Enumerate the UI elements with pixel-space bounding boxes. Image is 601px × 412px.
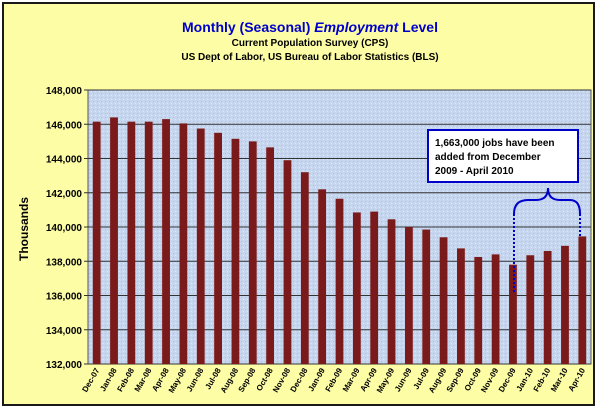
annotation: 1,663,000 jobs have been added from Dece… — [427, 129, 581, 294]
y-axis-ticks: 132,000 134,000 136,000 138,000 140,000 142,0… — [46, 86, 88, 371]
bar — [144, 121, 153, 365]
x-axis-ticks: Dec-07Jan-08Feb-08Mar-08Apr-08May-08Jun-… — [80, 366, 587, 394]
bar — [179, 123, 188, 364]
chart-title-suffix: Level — [398, 19, 438, 35]
bar — [561, 245, 569, 364]
x-tick-label: Jun-09 — [393, 366, 414, 393]
bars — [92, 117, 587, 365]
y-tick-label: 134,000 — [46, 326, 83, 337]
chart-frame: Monthly (Seasonal) Employment Level Curr… — [2, 2, 595, 406]
y-tick-label: 138,000 — [46, 257, 83, 268]
annotation-brace — [513, 187, 581, 215]
bar — [387, 219, 396, 364]
x-tick-label: May-08 — [167, 366, 189, 394]
chart-subtitle-1: Current Population Survey (CPS) — [232, 38, 389, 49]
bar — [543, 250, 552, 364]
bar — [370, 211, 379, 364]
y-tick-label: 148,000 — [46, 86, 83, 97]
bar — [231, 138, 240, 364]
chart-title-prefix: Monthly (Seasonal) — [182, 19, 314, 35]
bar — [248, 141, 257, 364]
bar — [439, 237, 448, 364]
bar — [457, 248, 465, 364]
bar — [352, 212, 361, 364]
bar — [300, 172, 309, 364]
y-tick-label: 140,000 — [46, 223, 83, 234]
y-axis-label: Thousands — [17, 197, 31, 261]
bar — [422, 229, 431, 364]
chart-subtitle-2: US Dept of Labor, US Bureau of Labor Sta… — [181, 52, 438, 63]
annotation-line-2: added from December — [435, 152, 541, 163]
bar — [318, 189, 327, 364]
chart-title-emphasis: Employment — [314, 19, 399, 35]
bar — [474, 256, 483, 364]
annotation-box — [427, 129, 579, 183]
chart-title: Monthly (Seasonal) Employment Level — [182, 19, 438, 35]
bar — [578, 236, 587, 364]
bar — [196, 128, 205, 364]
bar — [266, 147, 275, 364]
x-tick-label: Sep-08 — [237, 366, 258, 394]
y-tick-label: 146,000 — [46, 120, 83, 131]
x-tick-label: Sep-09 — [445, 366, 466, 394]
bar — [491, 254, 500, 364]
bar — [526, 255, 535, 364]
annotation-line-3: 2009 - April 2010 — [435, 166, 514, 177]
bar — [509, 264, 517, 364]
y-tick-label: 142,000 — [46, 189, 83, 200]
bar — [92, 121, 101, 365]
x-tick-label: Apr-10 — [567, 366, 588, 393]
employment-chart: Monthly (Seasonal) Employment Level Curr… — [17, 19, 592, 394]
bar — [404, 227, 413, 364]
y-tick-label: 136,000 — [46, 292, 83, 303]
bar — [214, 132, 222, 364]
bar — [335, 198, 344, 364]
bar — [162, 119, 170, 364]
bar — [127, 121, 136, 365]
y-tick-label: 132,000 — [46, 360, 83, 371]
y-tick-label: 144,000 — [46, 155, 83, 166]
bar — [283, 160, 292, 364]
bar — [110, 117, 118, 365]
annotation-line-1: 1,663,000 jobs have been — [435, 138, 555, 149]
x-tick-label: May-09 — [375, 366, 397, 394]
x-tick-label: Jun-08 — [185, 366, 206, 393]
